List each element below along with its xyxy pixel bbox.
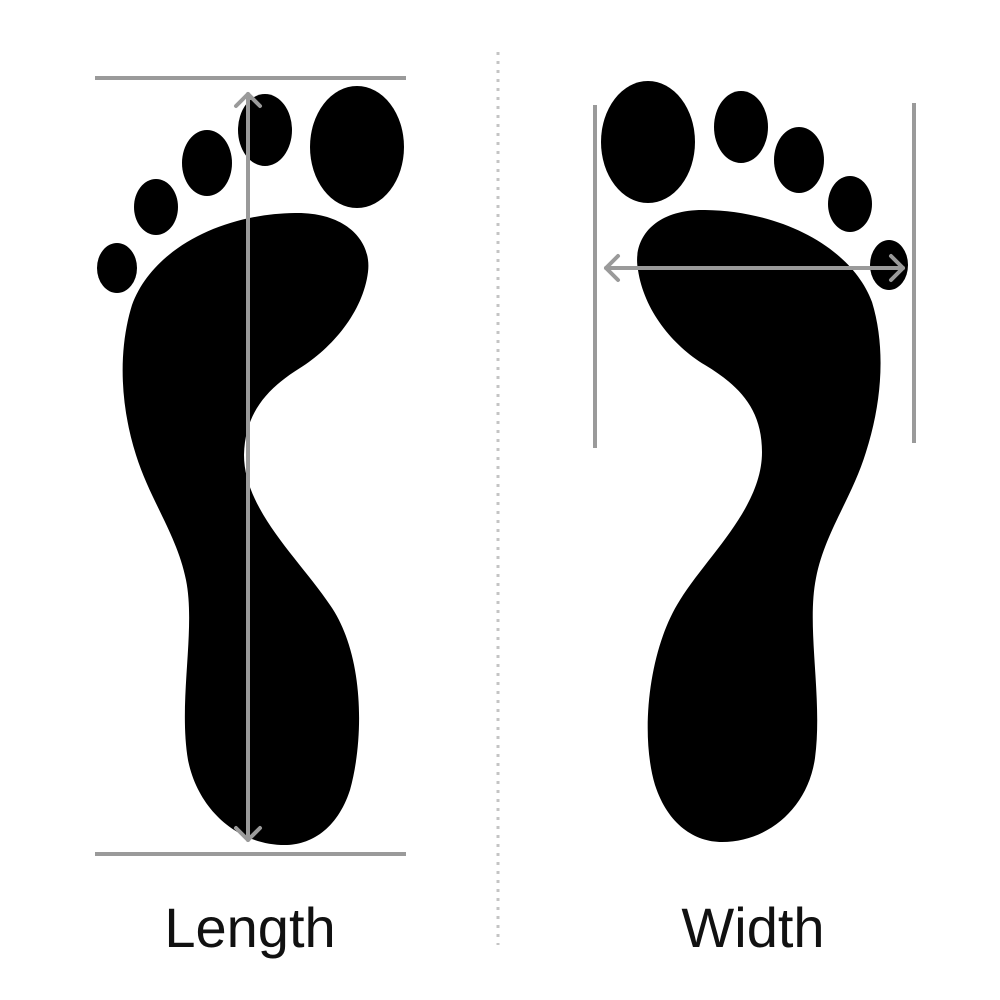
left-foot-sole — [122, 212, 369, 846]
right-foot-toe-2 — [714, 91, 768, 163]
left-foot-toe-3 — [182, 130, 232, 196]
left-foot-icon — [97, 86, 404, 846]
left-foot-toe-4 — [134, 179, 178, 235]
left-foot-toe-2 — [238, 94, 292, 166]
length-label: Length — [164, 896, 336, 959]
left-foot-big-toe — [310, 86, 404, 208]
right-foot-toe-3 — [774, 127, 824, 193]
right-foot-sole — [637, 209, 881, 843]
width-arrow-icon — [604, 254, 905, 282]
width-label: Width — [681, 896, 825, 959]
right-foot-icon — [601, 81, 908, 843]
left-foot-toe-5 — [97, 243, 137, 293]
right-foot-toe-4 — [828, 176, 872, 232]
right-foot-toe-5 — [870, 240, 908, 290]
right-foot-big-toe — [601, 81, 695, 203]
length-arrow-icon — [234, 92, 262, 842]
